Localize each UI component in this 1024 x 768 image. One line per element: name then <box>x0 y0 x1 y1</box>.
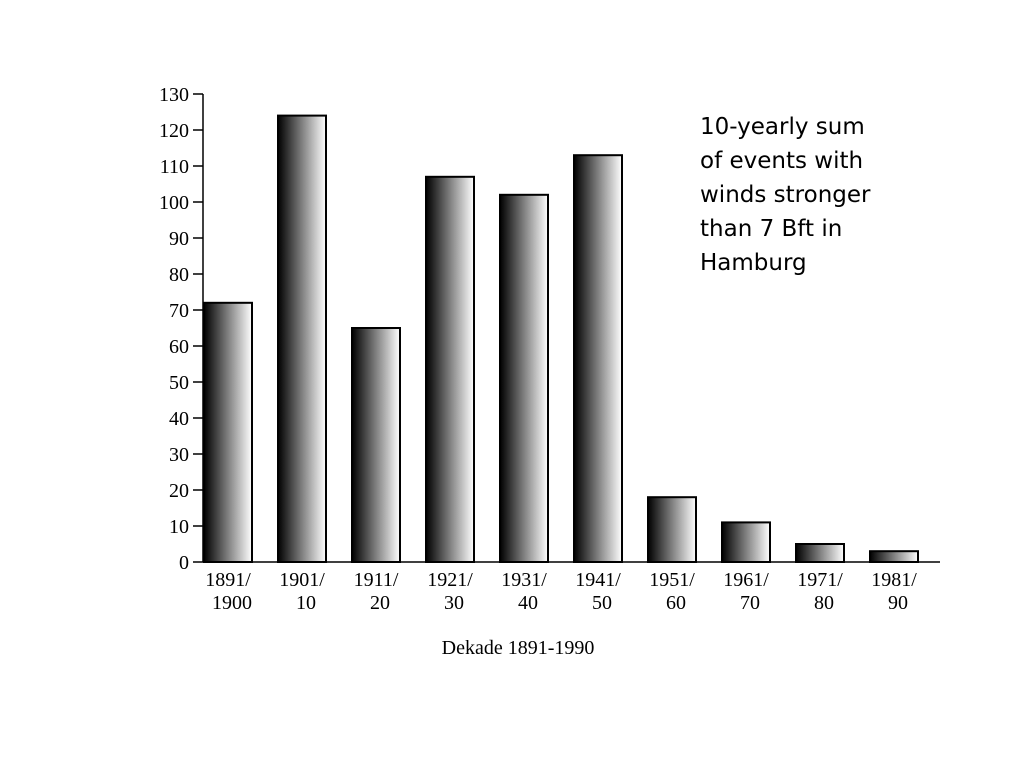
y-tick-label: 100 <box>159 192 189 214</box>
x-tick-label: 1981/90 <box>871 569 917 614</box>
y-tick-label: 40 <box>169 408 189 430</box>
bar <box>869 550 919 564</box>
y-tick-label: 10 <box>169 516 189 538</box>
x-tick-label-line: 1911/ <box>354 569 399 591</box>
x-tick-label-line: 1971/ <box>797 569 843 591</box>
y-tick-label: 30 <box>169 444 189 466</box>
x-tick-label-line: 40 <box>518 592 538 614</box>
y-tick-label: 20 <box>169 480 189 502</box>
y-tick-label: 80 <box>169 264 189 286</box>
bars <box>203 114 919 564</box>
x-tick-label-line: 20 <box>370 592 390 614</box>
y-tick-label: 90 <box>169 228 189 250</box>
x-tick-label: 1971/80 <box>797 569 843 614</box>
x-axis: 1891/1900 1901/10 1911/20 1921/30 1931/40 194… <box>203 561 940 614</box>
x-tick-label: 1951/60 <box>649 569 695 614</box>
bar <box>795 543 845 563</box>
x-tick-label: 1941/50 <box>575 569 621 614</box>
x-tick-label-line: 1891/ <box>205 569 251 591</box>
x-tick-label: 1891/1900 <box>205 569 252 614</box>
bar <box>277 114 327 563</box>
x-tick-label-line: 50 <box>592 592 612 614</box>
chart-annotation: 10-yearly sum of events with winds stronge… <box>700 110 960 280</box>
x-tick-label-line: 60 <box>666 592 686 614</box>
x-tick-label-line: 10 <box>296 592 316 614</box>
x-tick-label-line: 80 <box>814 592 834 614</box>
x-tick-label-line: 1941/ <box>575 569 621 591</box>
y-tick-label: 110 <box>160 156 189 178</box>
x-tick-label-line: 70 <box>740 592 760 614</box>
y-tick-label: 70 <box>169 300 189 322</box>
y-tick-label: 60 <box>169 336 189 358</box>
y-tick-label: 0 <box>179 552 189 574</box>
annotation-line: Hamburg <box>700 250 807 276</box>
x-tick-label-line: 1900 <box>212 592 252 614</box>
bar <box>499 193 549 564</box>
annotation-line: 10-yearly sum <box>700 114 865 140</box>
x-tick-label: 1921/30 <box>427 569 473 614</box>
x-tick-label-line: 1921/ <box>427 569 473 591</box>
bar <box>721 521 771 564</box>
x-tick-label: 1961/70 <box>723 569 769 614</box>
x-tick-label-line: 1931/ <box>501 569 547 591</box>
annotation-line: winds stronger <box>700 182 871 208</box>
x-tick-label-line: 1951/ <box>649 569 695 591</box>
x-tick-label: 1911/20 <box>354 569 399 614</box>
y-axis: 0 10 20 30 40 50 60 70 80 90 100 110 120 130 <box>159 84 204 574</box>
bar <box>351 327 401 563</box>
y-tick-label: 50 <box>169 372 189 394</box>
annotation-line: of events with <box>700 148 864 174</box>
bar <box>647 496 697 564</box>
x-axis-title: Dekade 1891-1990 <box>442 637 595 659</box>
x-tick-label-line: 30 <box>444 592 464 614</box>
x-tick-label: 1901/10 <box>279 569 325 614</box>
bar <box>203 301 253 563</box>
x-tick-label-line: 1981/ <box>871 569 917 591</box>
x-tick-label-line: 1901/ <box>279 569 325 591</box>
x-tick-label-line: 90 <box>888 592 908 614</box>
bar <box>573 154 623 563</box>
annotation-line: than 7 Bft in <box>700 216 843 242</box>
x-tick-label: 1931/40 <box>501 569 547 614</box>
y-tick-label: 120 <box>159 120 189 142</box>
bar <box>425 175 475 564</box>
x-tick-label-line: 1961/ <box>723 569 769 591</box>
y-tick-label: 130 <box>159 84 189 106</box>
